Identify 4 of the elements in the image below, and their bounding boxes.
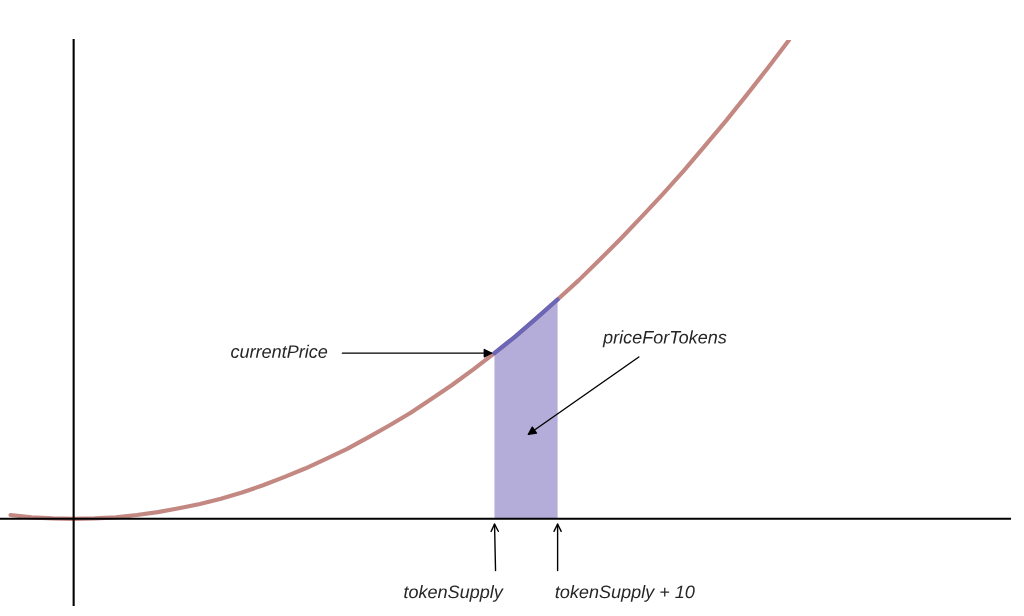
annotation: currentPrice	[231, 344, 328, 358]
text: tokenSupply	[404, 585, 504, 602]
text: tokenSupply + 10	[555, 585, 695, 602]
annotation: priceForTokens	[602, 330, 727, 348]
